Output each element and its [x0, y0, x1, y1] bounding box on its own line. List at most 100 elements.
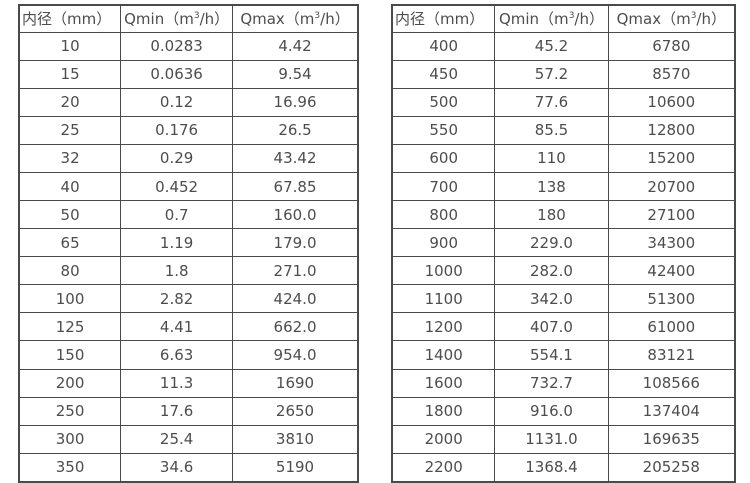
column-header-qmin: Qmin（m3/h） — [494, 4, 609, 33]
table-row: 25 0.176 26.5 — [18, 115, 359, 145]
column-header-diameter: 内径（mm） — [391, 4, 496, 33]
table-header: 内径（mm） Qmin（m3/h） Qmax（m3/h） — [18, 4, 359, 33]
qmax-cell: 12800 — [607, 115, 736, 145]
column-header-qmax: Qmax（m3/h） — [607, 4, 736, 33]
qmax-cell: 2650 — [232, 396, 359, 426]
qmax-cell: 20700 — [607, 171, 736, 202]
diameter-cell: 1200 — [391, 312, 496, 342]
diameter-cell: 500 — [391, 87, 496, 117]
qmax-cell: 4.42 — [232, 31, 359, 61]
unit-text: /h） — [320, 10, 350, 29]
qmax-cell: 160.0 — [232, 200, 359, 230]
qmin-cell: 282.0 — [494, 256, 609, 286]
diameter-cell: 100 — [18, 284, 122, 314]
unit-text: /h） — [199, 10, 230, 29]
diameter-cell: 350 — [18, 452, 122, 483]
table-row: 500 77.6 10600 — [391, 87, 736, 117]
table-header: 内径（mm） Qmin（m3/h） Qmax（m3/h） — [391, 4, 736, 33]
table-row: 65 1.19 179.0 — [18, 228, 359, 258]
qmin-cell: 1.8 — [120, 256, 234, 286]
diameter-cell: 40 — [18, 171, 122, 202]
diameter-cell: 20 — [18, 87, 122, 117]
diameter-cell: 32 — [18, 143, 122, 173]
qmin-cell: 732.7 — [494, 368, 609, 398]
table-row: 550 85.5 12800 — [391, 115, 736, 145]
qmax-cell: 43.42 — [232, 143, 359, 173]
qmax-cell: 15200 — [607, 143, 736, 173]
diameter-cell: 65 — [18, 228, 122, 258]
table-row: 40 0.452 67.85 — [18, 171, 359, 202]
qmin-cell: 0.176 — [120, 115, 234, 145]
qmax-cell: 51300 — [607, 284, 736, 314]
table-row: 32 0.29 43.42 — [18, 143, 359, 173]
qmax-cell: 16.96 — [232, 87, 359, 117]
diameter-cell: 700 — [391, 171, 496, 202]
column-header-diameter: 内径（mm） — [18, 4, 122, 33]
diameter-cell: 400 — [391, 31, 496, 61]
spec-table-left: 内径（mm） Qmin（m3/h） Qmax（m3/h） 10 0.0283 4.4… — [18, 4, 359, 483]
unit-text: Qmax（m — [240, 10, 315, 29]
qmax-cell: 3810 — [232, 424, 359, 454]
table-row: 150 6.63 954.0 — [18, 340, 359, 370]
diameter-cell: 800 — [391, 200, 496, 230]
qmax-cell: 169635 — [607, 424, 736, 454]
diameter-cell: 900 — [391, 228, 496, 258]
qmax-cell: 61000 — [607, 312, 736, 342]
qmax-cell: 205258 — [607, 452, 736, 483]
table-row: 2200 1368.4 205258 — [391, 452, 736, 483]
table-row: 400 45.2 6780 — [391, 31, 736, 61]
table-row: 80 1.8 271.0 — [18, 256, 359, 286]
table-row: 300 25.4 3810 — [18, 424, 359, 454]
qmin-cell: 0.29 — [120, 143, 234, 173]
diameter-cell: 1600 — [391, 368, 496, 398]
unit-text: Qmax（m — [616, 10, 691, 29]
qmax-cell: 83121 — [607, 340, 736, 370]
qmax-cell: 42400 — [607, 256, 736, 286]
table-row: 15 0.0636 9.54 — [18, 59, 359, 89]
spec-table-right: 内径（mm） Qmin（m3/h） Qmax（m3/h） 400 45.2 6780… — [391, 4, 736, 483]
qmax-cell: 137404 — [607, 396, 736, 426]
qmin-cell: 1368.4 — [494, 452, 609, 483]
diameter-cell: 600 — [391, 143, 496, 173]
diameter-cell: 250 — [18, 396, 122, 426]
table-body: 10 0.0283 4.42 15 0.0636 9.54 20 0.12 16.96 25 0.1… — [18, 31, 359, 483]
table-row: 600 110 15200 — [391, 143, 736, 173]
table-row: 20 0.12 16.96 — [18, 87, 359, 117]
unit-text: /h） — [696, 10, 726, 29]
diameter-cell: 2000 — [391, 424, 496, 454]
qmin-cell: 6.63 — [120, 340, 234, 370]
diameter-cell: 450 — [391, 59, 496, 89]
qmin-cell: 0.12 — [120, 87, 234, 117]
table-row: 900 229.0 34300 — [391, 228, 736, 258]
diameter-cell: 125 — [18, 312, 122, 342]
qmin-cell: 1131.0 — [494, 424, 609, 454]
qmax-cell: 5190 — [232, 452, 359, 483]
qmin-cell: 110 — [494, 143, 609, 173]
qmax-cell: 67.85 — [232, 171, 359, 202]
table-row: 450 57.2 8570 — [391, 59, 736, 89]
column-header-qmax: Qmax（m3/h） — [232, 4, 359, 33]
qmin-cell: 554.1 — [494, 340, 609, 370]
qmax-cell: 271.0 — [232, 256, 359, 286]
diameter-cell: 200 — [18, 368, 122, 398]
superscript-exponent: 3 — [568, 11, 575, 22]
table-row: 1600 732.7 108566 — [391, 368, 736, 398]
qmin-cell: 2.82 — [120, 284, 234, 314]
qmin-cell: 25.4 — [120, 424, 234, 454]
diameter-cell: 300 — [18, 424, 122, 454]
qmax-cell: 27100 — [607, 200, 736, 230]
diameter-cell: 1800 — [391, 396, 496, 426]
qmin-cell: 0.7 — [120, 200, 234, 230]
qmin-cell: 0.0283 — [120, 31, 234, 61]
qmax-cell: 9.54 — [232, 59, 359, 89]
unit-text: Qmin（m — [124, 10, 194, 29]
table-row: 100 2.82 424.0 — [18, 284, 359, 314]
diameter-cell: 1000 — [391, 256, 496, 286]
table-row: 1400 554.1 83121 — [391, 340, 736, 370]
table-row: 50 0.7 160.0 — [18, 200, 359, 230]
qmax-cell: 1690 — [232, 368, 359, 398]
table-row: 1200 407.0 61000 — [391, 312, 736, 342]
unit-text: /h） — [574, 10, 604, 29]
qmax-cell: 34300 — [607, 228, 736, 258]
diameter-cell: 10 — [18, 31, 122, 61]
